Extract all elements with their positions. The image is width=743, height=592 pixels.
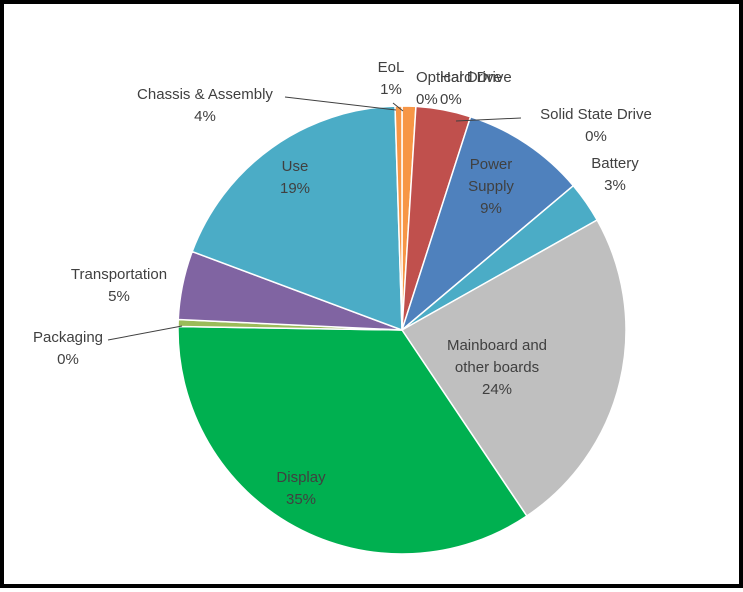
slice-label-display: Display 35% <box>276 469 326 508</box>
slice-label-solid-state-drive: Solid State Drive 0% <box>540 106 652 145</box>
slice-label-power-supply: Power Supply 9% <box>468 156 514 217</box>
pie-slice-power-supply <box>400 115 575 333</box>
slice-label-packaging: Packaging 0% <box>33 329 103 368</box>
leader-line-solid-state-drive <box>455 117 522 122</box>
pie-slice-use <box>191 105 403 332</box>
slice-label-transportation: Transportation 5% <box>71 266 167 305</box>
slice-label-eol: EoL 1% <box>378 59 405 98</box>
slice-label-battery: Battery 3% <box>591 155 639 194</box>
pie-slice-display <box>177 325 528 555</box>
leader-line-eol <box>392 102 404 112</box>
pie-chart: EoL 1% Optical Drive 0%Hard Drive 0% Power Sup… <box>33 59 652 555</box>
leader-line-chassis-assembly <box>284 96 397 111</box>
slice-label-mainboard-and-other-boards: Mainboard and other boards 24% <box>447 337 547 398</box>
pie-slice-mainboard-and-other-boards <box>400 218 627 518</box>
slice-label-hard-drive: Hard Drive 0% <box>440 69 512 108</box>
leader-line-packaging <box>107 325 183 341</box>
slice-label-chassis-assembly: Chassis & Assembly 4% <box>137 86 273 125</box>
pie-slice-chassis-assembly <box>394 105 403 331</box>
slice-label-optical-drive: Optical Drive 0% <box>416 69 502 108</box>
slice-label-use: Use 19% <box>280 158 310 197</box>
